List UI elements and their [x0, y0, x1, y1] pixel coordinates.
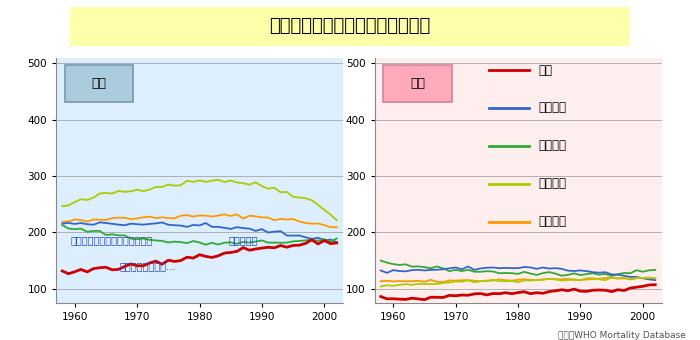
Text: 先進国で唯一増加しているのは: 先進国で唯一増加しているのは — [70, 235, 153, 245]
Text: フランス: フランス — [538, 177, 566, 190]
Text: イギリス: イギリス — [538, 139, 566, 152]
Text: 日本: 日本 — [538, 64, 552, 76]
Text: 男性: 男性 — [92, 77, 106, 90]
FancyBboxPatch shape — [383, 65, 452, 102]
Text: アメリカ: アメリカ — [538, 101, 566, 115]
FancyBboxPatch shape — [64, 65, 134, 102]
Text: 出典：WHO Mortality Database: 出典：WHO Mortality Database — [558, 331, 686, 340]
Text: 対策が遅れている…: 対策が遅れている… — [119, 261, 176, 271]
Text: イタリア: イタリア — [538, 215, 566, 228]
Text: 先進国の口腔・和頭がん死亡者数: 先進国の口腔・和頭がん死亡者数 — [270, 17, 430, 35]
Text: 女性: 女性 — [410, 77, 425, 90]
Text: 日本だけ！: 日本だけ！ — [228, 235, 258, 245]
FancyBboxPatch shape — [25, 4, 675, 49]
